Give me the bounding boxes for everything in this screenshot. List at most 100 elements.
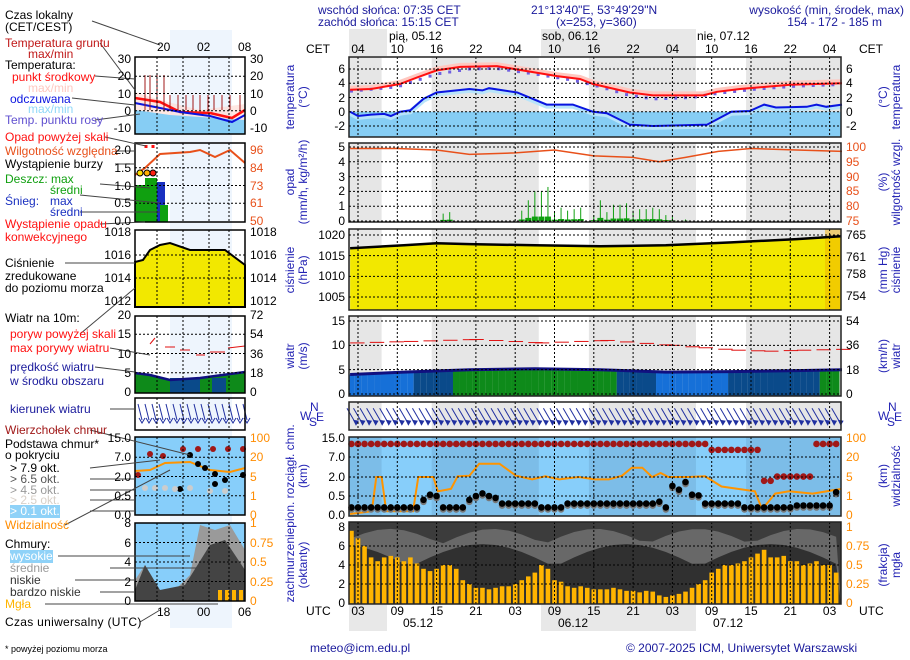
legend-utc: Czas uniwersalny (UTC): [5, 615, 142, 629]
dew-point-marker: [792, 84, 796, 88]
wind-speed-fill: [498, 369, 506, 396]
axis-title-visibility: (km) widzialność: [876, 445, 903, 506]
mini-temp-tick-right: 0: [250, 103, 257, 118]
wind-speed-fill: [656, 371, 663, 396]
cloud-base-dot-79: [387, 504, 395, 511]
cloud-base-dot-79: [472, 492, 480, 500]
footnote: * powyżej poziomu morza: [5, 644, 108, 654]
legend-feels-maxmin: max/min: [28, 102, 74, 116]
below-zero-fill: [349, 111, 841, 137]
day-band: [387, 605, 541, 631]
mini-precip-tick: 0.0: [114, 214, 131, 228]
wind-kmh-tick: 18: [846, 362, 860, 377]
axis-title-precipitation-line: (mm/h, kg/m²/h): [296, 139, 310, 225]
wind-speed-fill: [767, 371, 774, 396]
mini-precip-tick-right: 84: [250, 160, 264, 175]
fog-bar: [427, 571, 433, 604]
dew-point-marker: [595, 84, 599, 88]
rain-avg-bar: [446, 219, 453, 221]
utc-hour-label: 03: [822, 604, 837, 618]
legend-snow-avg: średni: [50, 205, 83, 219]
axis-title-temperature-line: (°C): [296, 86, 310, 108]
dew-point-marker: [811, 84, 815, 88]
wind-speed-fill: [413, 371, 421, 396]
wind-speed-fill: [433, 370, 440, 396]
legend-temp: Temperatura:: [5, 58, 76, 72]
axis-title-wind-right-line: wiatr: [889, 343, 903, 369]
cloud-base-dot-79: [616, 500, 624, 507]
day-band: [541, 29, 696, 56]
mini-cloud-base-dot-light: [172, 486, 178, 492]
dew-point-marker: [389, 85, 393, 89]
day-label-bottom: 06.12: [558, 616, 589, 630]
axis-title-precipitation: opad (mm/h, kg/m²/h): [283, 139, 310, 225]
wind-speed-fill: [374, 373, 381, 396]
pressure-tick: 1005: [318, 290, 345, 304]
dew-point-marker: [605, 87, 609, 91]
cloud-base-dot-79: [623, 500, 630, 507]
cloud-top-dot: [479, 440, 486, 448]
axis-title-fog-line: mgła: [889, 552, 903, 579]
cloud-top-dot: [354, 440, 362, 448]
contact-email-link[interactable]: meteo@icm.edu.pl: [310, 641, 411, 655]
cloud-top-dot: [485, 440, 493, 448]
day-band: [387, 29, 541, 56]
fog-bar: [486, 589, 492, 604]
mini-rain-bar: [160, 205, 168, 222]
cloud-top-dot: [695, 440, 702, 448]
temp-tick-left: 0: [338, 104, 345, 119]
cloud-top-dot: [767, 477, 774, 485]
cet-hour-label: 10: [705, 42, 719, 56]
axis-title-humidity: (%) wilgotność wzgl.: [876, 139, 903, 226]
cover-tick: 8: [338, 520, 345, 534]
pressure-tick: 1015: [318, 248, 345, 263]
wind-kmh-tick: 36: [846, 338, 860, 353]
mini-temp-tick-right: -10: [250, 121, 268, 135]
fog-bar: [617, 589, 623, 604]
cloud-top-dot: [819, 440, 827, 448]
wind-speed-fill: [616, 370, 624, 396]
cloud-top-dot: [387, 440, 395, 448]
cloud-top-dot: [800, 473, 807, 480]
cloud-base-dot-79: [800, 502, 807, 509]
fog-bar: [414, 563, 420, 604]
cloud-base-dot-79: [721, 500, 729, 507]
legend-ground-temp: Temperatura gruntu: [5, 36, 110, 50]
wind-speed-fill: [564, 369, 571, 396]
utc-hour-label: 15: [429, 604, 444, 618]
axis-title-wind-right: (km/h) wiatr: [876, 339, 903, 373]
mini-wind-arrow: [165, 403, 174, 424]
mini-wind-arrow: [137, 403, 146, 424]
cloud-base-dot-79: [413, 504, 421, 511]
cloud-top-dot: [361, 440, 368, 448]
mini-wind-arrow: [158, 403, 167, 424]
fog-bar: [715, 568, 721, 604]
mini-cover-tick: 2: [124, 574, 131, 589]
legend-local-time-zone: (CET/CEST): [5, 20, 73, 34]
legend-connector: [94, 75, 136, 80]
temp-maxmin-band: [350, 62, 843, 97]
mini-snow-bar: [157, 182, 165, 222]
fog-bar: [453, 568, 459, 604]
wind-speed-fill: [485, 369, 493, 396]
wind-arrow-head: [582, 419, 589, 426]
wind-arrow-head: [772, 419, 779, 426]
cloud-top-dot: [374, 440, 381, 448]
day-label-top: pią, 05.12: [389, 29, 442, 43]
cloud-top-dot: [669, 440, 676, 448]
cloud-top-dot: [734, 446, 742, 454]
wind-arrow-head: [765, 419, 772, 426]
wind-arrow-head: [549, 419, 556, 426]
mini-cloud-top-dot: [147, 451, 153, 457]
mini-temp-tick: 30: [117, 52, 131, 66]
mini-wind-tick: 10: [117, 346, 131, 361]
fog-bar: [696, 584, 701, 604]
panel-precip-frame: [348, 142, 842, 223]
cloud-base-dot-79: [374, 504, 381, 511]
cloud-top-dot: [525, 440, 532, 448]
precip-tick: 2: [338, 184, 345, 199]
wind-speed-fill: [472, 369, 480, 396]
fog-bar: [768, 557, 773, 604]
fog-bar: [801, 565, 806, 604]
dew-point-marker: [654, 97, 658, 101]
